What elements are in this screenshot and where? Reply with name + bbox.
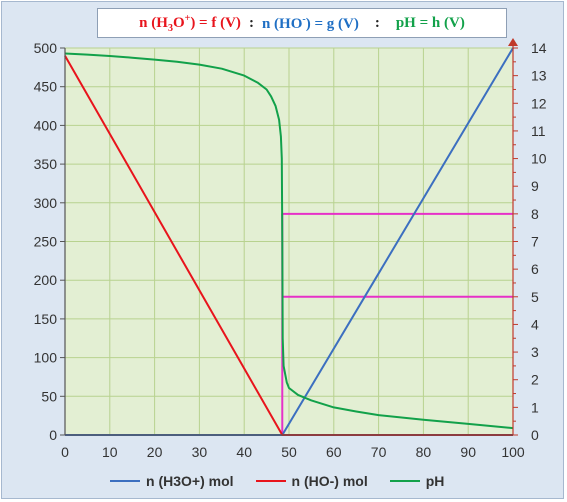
y-left-tick-label: 200 xyxy=(34,272,58,288)
legend: n (H3O+) mol n (HO-) mol pH xyxy=(110,470,466,492)
legend-swatch xyxy=(110,480,140,482)
title-h3o-formula: n (H3O+) = f (V) xyxy=(139,12,241,34)
y-left-tick-label: 100 xyxy=(34,350,58,366)
series-ph-line xyxy=(64,52,514,430)
legend-label: n (HO-) mol xyxy=(291,473,368,489)
x-tick-label: 50 xyxy=(281,444,297,460)
y-right-tick-label: 1 xyxy=(531,399,539,415)
y-right-tick-label: 14 xyxy=(531,40,547,56)
y-left-tick-label: 0 xyxy=(49,427,57,443)
tick-labels: 0 10 20 30 40 50 60 70 80 90 100050100150200250300… xyxy=(34,40,547,460)
y-left-tick-label: 50 xyxy=(41,388,57,404)
y-left-tick-label: 350 xyxy=(34,156,58,172)
legend-swatch xyxy=(389,480,420,482)
y-right-tick-label: 2 xyxy=(531,372,539,388)
x-tick-label: 10 xyxy=(102,444,118,460)
y-left-tick-label: 500 xyxy=(34,40,58,56)
y-right-tick-label: 11 xyxy=(531,123,546,139)
y-left-tick-label: 150 xyxy=(34,311,58,327)
y-right-tick-label: 8 xyxy=(531,206,539,222)
legend-label: pH xyxy=(425,473,445,489)
x-tick-label: 0 xyxy=(61,444,69,460)
x-tick-label: 90 xyxy=(460,444,476,460)
y-left-tick-label: 300 xyxy=(34,195,58,211)
legend-label: n (H3O+) mol xyxy=(146,473,234,489)
y-right-tick-label: 12 xyxy=(531,95,547,111)
x-tick-label: 80 xyxy=(416,444,432,460)
y-left-tick-label: 450 xyxy=(34,79,58,95)
x-tick-label: 100 xyxy=(501,444,525,460)
y-right-axis-arrow xyxy=(508,38,518,46)
y-right-tick-label: 4 xyxy=(531,316,539,332)
y-right-tick-label: 0 xyxy=(531,427,539,443)
y-right-tick-label: 3 xyxy=(531,344,539,360)
y-left-tick-label: 400 xyxy=(34,117,58,133)
y-left-tick-label: 250 xyxy=(34,234,58,250)
y-right-tick-label: 10 xyxy=(531,151,547,167)
x-tick-label: 60 xyxy=(326,444,342,460)
x-tick-label: 40 xyxy=(236,444,252,460)
y-right-tick-label: 7 xyxy=(531,234,539,250)
title-ho-formula: n (HO-) = g (V) xyxy=(261,13,359,32)
chart-title: n (H3O+) = f (V) : n (HO-) = g (V) : pH … xyxy=(97,8,507,38)
axes xyxy=(60,38,518,436)
x-tick-label: 70 xyxy=(371,444,387,460)
title-separator: : xyxy=(374,14,380,31)
legend-swatch xyxy=(255,480,286,482)
x-tick-label: 20 xyxy=(147,444,163,460)
y-right-tick-label: 6 xyxy=(531,261,539,277)
x-tick-label: 30 xyxy=(192,444,208,460)
y-right-tick-label: 13 xyxy=(531,68,547,84)
legend-item-ph: pH xyxy=(389,473,445,489)
legend-item-h3o: n (H3O+) mol xyxy=(110,473,234,489)
title-ph-formula: pH = h (V) xyxy=(395,14,465,31)
legend-item-ho: n (HO-) mol xyxy=(255,473,368,489)
title-separator: : xyxy=(248,14,254,31)
y-right-tick-label: 5 xyxy=(531,289,539,305)
y-right-tick-label: 9 xyxy=(531,178,539,194)
